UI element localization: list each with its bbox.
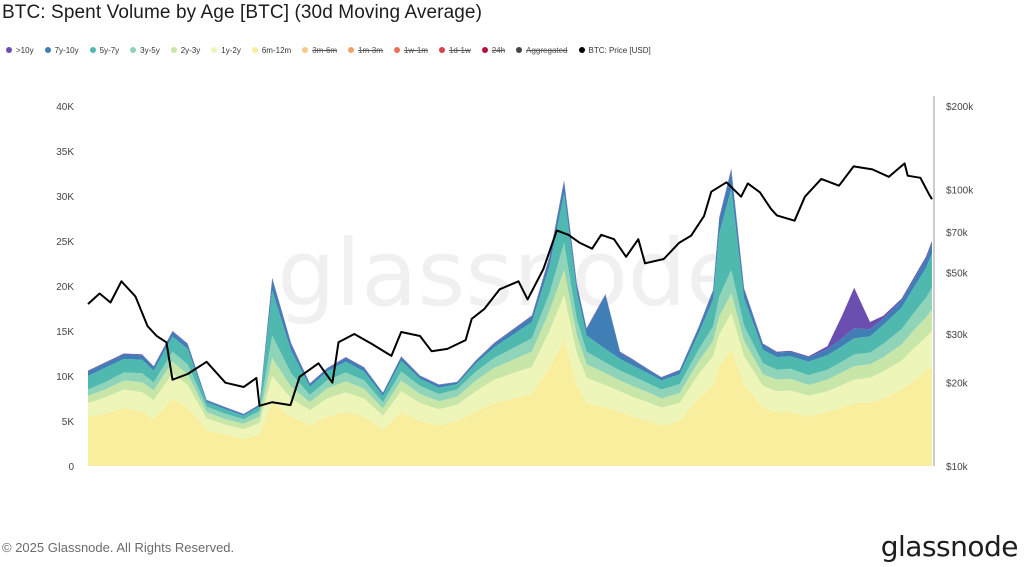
legend-dot <box>438 47 445 53</box>
y-right-tick-label: $70k <box>946 228 969 239</box>
legend-dot <box>89 47 96 53</box>
legend-dot <box>481 47 488 53</box>
y-left-tick-label: 25K <box>56 237 74 248</box>
legend-item-10[interactable]: 1d-1w <box>438 45 471 55</box>
chart-legend: >10y 7y-10y 5y-7y 3y-5y 2y-3y 1y-2y 6m-12m 3m-6… <box>6 43 662 57</box>
legend-item-6[interactable]: 6m-12m <box>251 45 292 55</box>
legend-label: 5y-7y <box>99 45 120 55</box>
legend-item-11[interactable]: 24h <box>481 45 506 55</box>
area-5y-7y <box>88 188 932 420</box>
legend-dot <box>170 47 177 53</box>
y-right-tick-label: $10k <box>946 462 969 473</box>
legend-item-5[interactable]: 1y-2y <box>211 46 241 55</box>
chart-title: BTC: Spent Volume by Age [BTC] (30d Movi… <box>2 2 482 23</box>
legend-label: 1m-3m <box>358 45 383 55</box>
y-left-tick-label: 30K <box>56 192 74 203</box>
y-left-tick-label: 10K <box>56 372 74 383</box>
y-right-tick-label: $200k <box>946 102 974 113</box>
legend-label: Aggregated <box>526 45 568 55</box>
legend-item-1[interactable]: 7y-10y <box>44 45 79 55</box>
legend-dot <box>393 47 400 53</box>
y-left-tick-label: 35K <box>56 147 74 158</box>
legend-dot <box>516 47 523 53</box>
y-right-tick-label: $100k <box>946 185 974 196</box>
legend-item-13[interactable]: BTC: Price [USD] <box>578 45 651 55</box>
y-left-tick-label: 20K <box>56 282 74 293</box>
legend-dot <box>578 47 585 53</box>
copyright-text: © 2025 Glassnode. All Rights Reserved. <box>2 540 235 555</box>
legend-item-4[interactable]: 2y-3y <box>170 45 201 55</box>
y-right-tick-label: $50k <box>946 269 969 280</box>
y-right-tick-label: $20k <box>946 379 969 390</box>
legend-item-8[interactable]: 1m-3m <box>348 46 383 55</box>
legend-item-0[interactable]: >10y <box>6 46 34 55</box>
legend-dot <box>6 47 12 53</box>
chart-svg: glassnode 0 5K 10K 15K 20K 25K 30K 35K 40K $10k $20… <box>56 96 974 473</box>
y-left-tick-label: 40K <box>56 102 74 113</box>
legend-dot <box>44 47 51 53</box>
legend-item-12[interactable]: Aggregated <box>516 45 568 55</box>
y-left-tick-label: 5K <box>62 417 75 428</box>
glassnode-logo: glassnode <box>880 530 1019 563</box>
legend-label: 1d-1w <box>448 45 471 55</box>
y-left-tick-label: 0 <box>68 462 74 473</box>
legend-dot <box>302 47 309 53</box>
legend-label: 24h <box>491 45 506 55</box>
legend-item-3[interactable]: 3y-5y <box>130 46 160 55</box>
y-left-tick-label: 15K <box>56 327 74 338</box>
legend-dot <box>348 47 355 53</box>
legend-label: 1y-2y <box>221 45 241 55</box>
legend-label: 6m-12m <box>261 45 292 55</box>
legend-dot <box>211 47 218 53</box>
legend-item-7[interactable]: 3m-6m <box>302 46 337 55</box>
area-6m-12m <box>88 340 932 466</box>
legend-dot <box>251 47 258 53</box>
legend-label: 1w-1m <box>403 45 428 55</box>
price-line <box>87 162 933 407</box>
legend-item-9[interactable]: 1w-1m <box>393 45 428 55</box>
legend-label: >10y <box>16 45 34 55</box>
legend-label: 3y-5y <box>140 45 160 55</box>
legend-label: 3m-6m <box>312 45 338 55</box>
y-right-tick-label: $30k <box>946 330 969 341</box>
legend-label: 2y-3y <box>180 45 201 55</box>
legend-item-2[interactable]: 5y-7y <box>89 45 120 55</box>
legend-dot <box>130 47 137 53</box>
legend-label: BTC: Price [USD] <box>588 45 651 55</box>
watermark: glassnode <box>277 220 743 327</box>
legend-label: 7y-10y <box>54 45 79 55</box>
